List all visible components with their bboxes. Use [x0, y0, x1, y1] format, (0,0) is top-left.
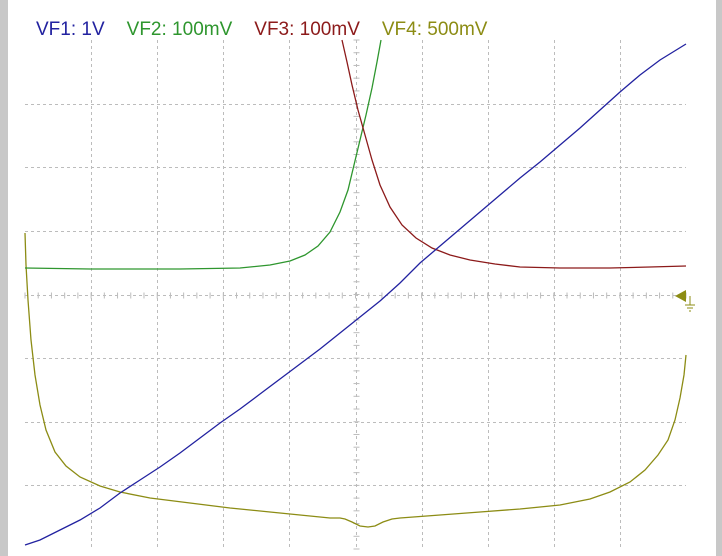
- trace-vf4: [24, 232, 687, 528]
- ground-marker-icon[interactable]: [675, 290, 695, 312]
- trace-vf3: [341, 39, 687, 269]
- trace-vf1: [24, 43, 687, 546]
- legend-vf2[interactable]: VF2: 100mV: [126, 19, 233, 40]
- legend-vf4[interactable]: VF4: 500mV: [381, 19, 488, 40]
- channel-legend: VF1: 1V VF2: 100mV VF3: 100mV VF4: 500mV: [36, 18, 487, 42]
- legend-vf1[interactable]: VF1: 1V: [36, 19, 105, 40]
- center-axis-ticks: [24, 39, 687, 550]
- plot-area: [8, 0, 716, 556]
- legend-vf3[interactable]: VF3: 100mV: [254, 19, 360, 40]
- trace-vf2: [24, 39, 382, 270]
